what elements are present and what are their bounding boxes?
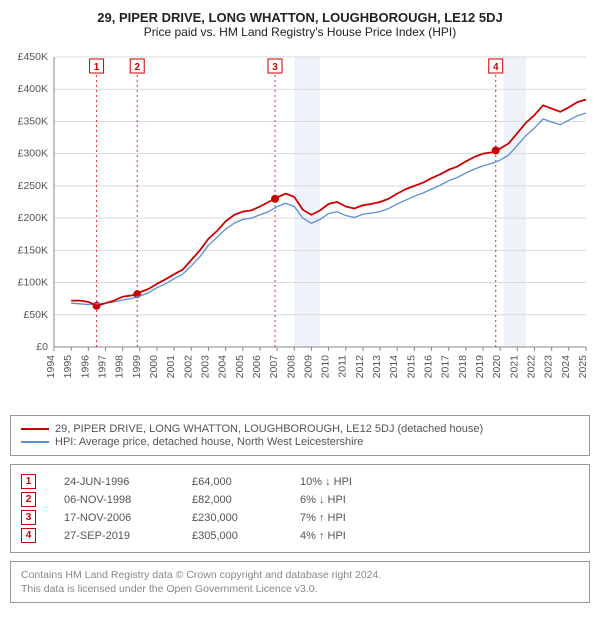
events-table: 1 24-JUN-1996 £64,000 10% ↓ HPI 2 06-NOV-1998… — [10, 464, 590, 553]
svg-text:2006: 2006 — [251, 355, 263, 379]
svg-text:1996: 1996 — [79, 355, 91, 379]
svg-text:2008: 2008 — [285, 355, 297, 379]
svg-text:2002: 2002 — [182, 355, 194, 379]
svg-text:1998: 1998 — [114, 355, 126, 379]
event-marker: 3 — [21, 510, 36, 525]
svg-text:2007: 2007 — [268, 355, 280, 379]
svg-text:2001: 2001 — [165, 355, 177, 379]
svg-text:£200K: £200K — [18, 212, 48, 224]
svg-text:2: 2 — [134, 62, 140, 73]
event-row: 2 06-NOV-1998 £82,000 6% ↓ HPI — [21, 492, 579, 507]
note-line-2: This data is licensed under the Open Gov… — [21, 582, 579, 596]
event-date: 06-NOV-1998 — [64, 494, 164, 506]
svg-text:2015: 2015 — [405, 355, 417, 379]
svg-text:2025: 2025 — [577, 355, 589, 379]
event-price: £230,000 — [192, 512, 272, 524]
svg-text:1995: 1995 — [62, 355, 74, 379]
svg-text:4: 4 — [493, 62, 499, 73]
chart-subtitle: Price paid vs. HM Land Registry's House … — [10, 25, 590, 39]
svg-text:3: 3 — [272, 62, 278, 73]
chart-title: 29, PIPER DRIVE, LONG WHATTON, LOUGHBORO… — [10, 10, 590, 25]
event-diff: 10% ↓ HPI — [300, 476, 400, 488]
legend: 29, PIPER DRIVE, LONG WHATTON, LOUGHBORO… — [10, 415, 590, 456]
event-diff: 6% ↓ HPI — [300, 494, 400, 506]
svg-text:£400K: £400K — [18, 83, 48, 95]
svg-text:2011: 2011 — [337, 355, 349, 378]
event-diff: 7% ↑ HPI — [300, 512, 400, 524]
legend-swatch-paid — [21, 428, 49, 430]
legend-label-paid: 29, PIPER DRIVE, LONG WHATTON, LOUGHBORO… — [55, 423, 483, 435]
svg-text:2009: 2009 — [302, 355, 314, 379]
svg-text:2017: 2017 — [440, 355, 452, 379]
svg-text:£350K: £350K — [18, 115, 48, 127]
svg-text:2022: 2022 — [526, 355, 538, 379]
price-chart: £0 £50K £100K £150K £200K £250K £300K £350K £400… — [10, 47, 590, 407]
svg-text:2024: 2024 — [560, 355, 572, 379]
svg-text:£300K: £300K — [18, 148, 48, 160]
svg-text:2005: 2005 — [234, 355, 246, 379]
svg-text:2012: 2012 — [354, 355, 366, 379]
event-price: £305,000 — [192, 530, 272, 542]
svg-text:1997: 1997 — [96, 355, 108, 379]
svg-text:2004: 2004 — [217, 355, 229, 379]
event-row: 3 17-NOV-2006 £230,000 7% ↑ HPI — [21, 510, 579, 525]
svg-text:1: 1 — [94, 62, 100, 73]
svg-text:1994: 1994 — [45, 355, 57, 379]
event-price: £82,000 — [192, 494, 272, 506]
legend-swatch-hpi — [21, 441, 49, 443]
event-marker: 4 — [21, 528, 36, 543]
svg-text:2014: 2014 — [388, 355, 400, 379]
event-diff: 4% ↑ HPI — [300, 530, 400, 542]
event-price: £64,000 — [192, 476, 272, 488]
event-row: 4 27-SEP-2019 £305,000 4% ↑ HPI — [21, 528, 579, 543]
svg-text:2021: 2021 — [508, 355, 520, 379]
svg-text:£250K: £250K — [18, 180, 48, 192]
svg-text:£50K: £50K — [23, 309, 48, 321]
svg-text:£0: £0 — [36, 341, 48, 353]
event-date: 24-JUN-1996 — [64, 476, 164, 488]
svg-text:2018: 2018 — [457, 355, 469, 379]
legend-label-hpi: HPI: Average price, detached house, Nort… — [55, 436, 363, 448]
note-line-1: Contains HM Land Registry data © Crown c… — [21, 568, 579, 582]
event-marker: 2 — [21, 492, 36, 507]
svg-text:2023: 2023 — [543, 355, 555, 379]
event-row: 1 24-JUN-1996 £64,000 10% ↓ HPI — [21, 474, 579, 489]
svg-text:£450K: £450K — [18, 51, 48, 63]
event-marker: 1 — [21, 474, 36, 489]
svg-text:2010: 2010 — [320, 355, 332, 379]
svg-text:2016: 2016 — [423, 355, 435, 379]
event-date: 17-NOV-2006 — [64, 512, 164, 524]
svg-text:£100K: £100K — [18, 277, 48, 289]
svg-text:2013: 2013 — [371, 355, 383, 379]
svg-text:2020: 2020 — [491, 355, 503, 379]
svg-text:2019: 2019 — [474, 355, 486, 379]
svg-text:1999: 1999 — [131, 355, 143, 379]
svg-text:2000: 2000 — [148, 355, 160, 379]
svg-text:2003: 2003 — [199, 355, 211, 379]
event-date: 27-SEP-2019 — [64, 530, 164, 542]
attribution-note: Contains HM Land Registry data © Crown c… — [10, 561, 590, 603]
svg-text:£150K: £150K — [18, 244, 48, 256]
